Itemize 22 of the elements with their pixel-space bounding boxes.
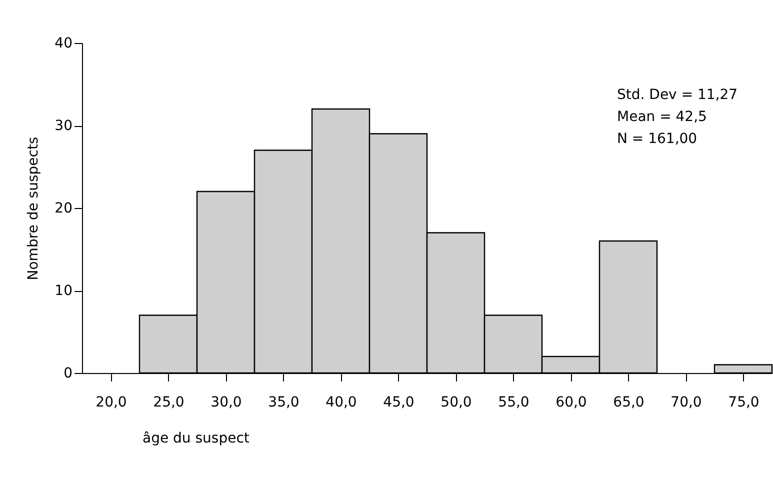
x-tick-label: 35,0 [268, 394, 300, 410]
annotation: Mean = 42,5 [617, 109, 707, 125]
x-tick-label: 65,0 [613, 394, 644, 410]
x-tick-label: 55,0 [498, 394, 530, 410]
y-tick-label: 20 [54, 200, 72, 216]
x-tick-label: 75,0 [728, 394, 760, 410]
x-axis-title: âge du suspect [142, 430, 250, 446]
annotation: Std. Dev = 11,27 [617, 87, 738, 103]
y-tick-label: 0 [64, 366, 72, 382]
y-tick-label: 40 [54, 36, 72, 52]
y-tick-label: 30 [54, 118, 72, 134]
x-tick-label: 30,0 [210, 394, 242, 410]
y-tick-label: 10 [54, 283, 72, 299]
x-tick-label: 40,0 [326, 394, 357, 410]
x-tick-label: 70,0 [670, 394, 702, 410]
x-tick-label: 50,0 [440, 394, 472, 410]
annotation: N = 161,00 [617, 131, 698, 147]
y-axis-title: Nombre de suspects [26, 136, 42, 280]
x-tick-label: 20,0 [96, 394, 127, 410]
x-tick-label: 60,0 [556, 394, 587, 410]
x-tick-label: 25,0 [153, 394, 184, 410]
x-tick-label: 45,0 [383, 394, 414, 410]
